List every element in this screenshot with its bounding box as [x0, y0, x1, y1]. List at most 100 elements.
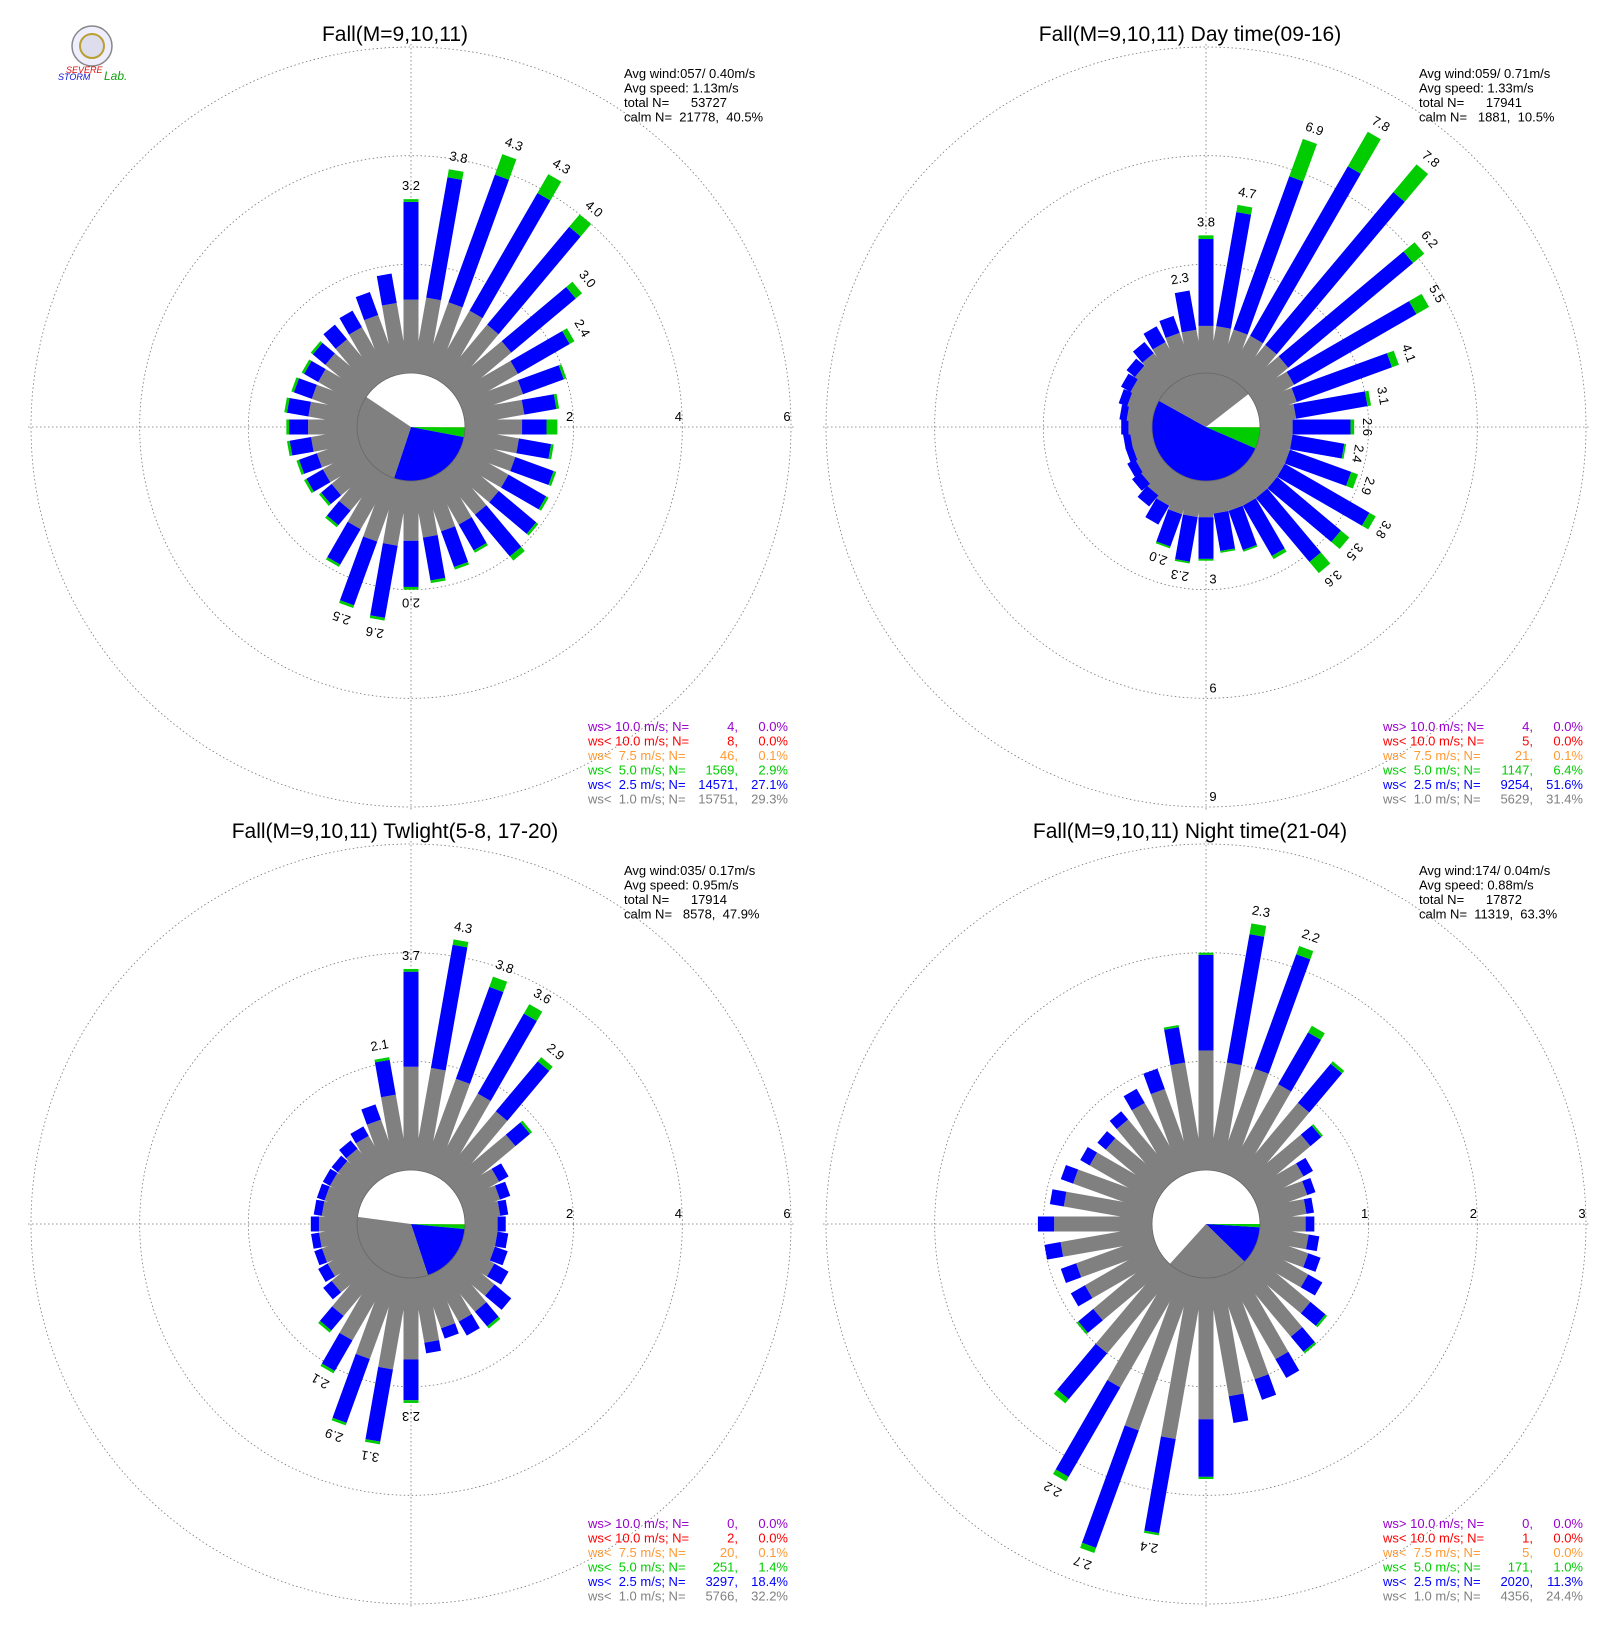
calm-pie-wedge — [357, 1216, 429, 1278]
bar-segment — [403, 540, 419, 587]
bar-label: 3.6 — [1321, 567, 1344, 590]
calm-pie-wedge — [411, 1224, 465, 1230]
legend-percent: 0.0% — [1553, 1531, 1583, 1546]
bar-segment — [316, 438, 363, 468]
calm-pie-wedge — [1206, 427, 1260, 449]
bar-segment — [1160, 1275, 1205, 1440]
bar-segment — [1255, 488, 1321, 562]
bar-segment — [1053, 1389, 1069, 1404]
legend-count: 5, — [1522, 1545, 1533, 1560]
legend-percent: 0.0% — [1553, 1516, 1583, 1531]
bar-segment — [1403, 242, 1425, 263]
calm-outline — [356, 372, 466, 482]
bar-segment — [1120, 373, 1138, 393]
bar-segment — [1228, 1393, 1249, 1423]
bar-segment — [1242, 455, 1278, 489]
bar-segment — [321, 1235, 363, 1263]
bar-segment — [454, 360, 518, 407]
bar-segment — [1124, 1272, 1195, 1431]
calm-pie-wedge — [411, 427, 465, 438]
bar-segment — [1278, 1032, 1321, 1092]
bar-segment — [1220, 548, 1236, 553]
bar-segment — [430, 577, 446, 584]
bar-segment — [459, 380, 524, 416]
bar-segment — [347, 470, 391, 530]
bar-segment — [314, 1248, 328, 1266]
bar-segment — [1234, 344, 1277, 391]
bar-segment — [350, 1126, 369, 1144]
calm-pie-wedge — [1206, 1224, 1260, 1228]
bar-segment — [1286, 301, 1417, 385]
bar-segment — [332, 1260, 383, 1316]
bar-segment — [1143, 326, 1166, 350]
bar-segment — [296, 459, 305, 475]
bar-segment — [329, 1172, 368, 1204]
bar-segment — [326, 501, 351, 526]
bar-segment — [489, 490, 537, 534]
legend-percent: 1.0% — [1553, 1560, 1583, 1575]
bar-segment — [323, 324, 348, 349]
bar-segment — [1155, 541, 1171, 549]
legend-count: 20, — [720, 1545, 738, 1560]
bar-label: 2.1 — [309, 1370, 332, 1392]
bar-segment — [1289, 434, 1345, 459]
chart-title: Fall(M=9,10,11) Twlight(5-8, 17-20) — [232, 820, 559, 843]
bar-segment — [447, 341, 512, 399]
calm-pie-wedge — [1158, 373, 1249, 427]
bar-segment — [1081, 1425, 1139, 1548]
stat-line: Avg speed: 1.33m/s — [1419, 81, 1534, 96]
bar-segment — [1228, 505, 1257, 551]
legend-name: ws< 2.5 m/s; N= — [587, 777, 686, 792]
bar-segment — [510, 331, 570, 374]
bar-segment — [1226, 1267, 1289, 1360]
bar-segment — [1257, 1225, 1309, 1250]
bar-segment — [304, 478, 314, 494]
bar-segment — [454, 561, 470, 570]
bar-segment — [520, 1120, 533, 1134]
bar-label: 2.4 — [1349, 444, 1367, 464]
bar-segment — [339, 1267, 391, 1341]
bar-segment — [431, 310, 483, 384]
bar-segment — [1198, 952, 1214, 955]
grid-ring — [30, 843, 792, 1605]
bar-segment — [403, 481, 419, 541]
bar-segment — [325, 353, 375, 399]
bar-segment — [311, 428, 360, 452]
bar-segment — [1060, 1165, 1079, 1184]
bar-segment — [1242, 1134, 1311, 1196]
grid-ring — [1042, 263, 1370, 591]
bar-segment — [497, 1199, 509, 1216]
bar-label: 2.4 — [1139, 1538, 1159, 1556]
legend-percent: 0.1% — [1553, 748, 1583, 763]
bar-segment — [403, 1400, 419, 1403]
bar-segment — [1300, 1274, 1323, 1296]
bar-segment — [447, 1134, 516, 1196]
bar-segment — [1109, 1111, 1129, 1130]
stat-line: calm N= 8578, 47.9% — [624, 907, 760, 922]
legend-count: 4, — [1522, 719, 1533, 734]
bar-segment — [1341, 443, 1347, 459]
bar-segment — [346, 1148, 383, 1188]
bar-segment — [474, 505, 522, 557]
legend-name: ws< 1.0 m/s; N= — [587, 792, 686, 807]
bar-segment — [1145, 498, 1170, 525]
bar-segment — [537, 174, 562, 201]
bar-segment — [486, 1263, 509, 1285]
bar-segment — [1198, 517, 1214, 559]
legend-count: 1147, — [1501, 763, 1533, 778]
bar-segment — [1296, 946, 1314, 960]
bar-label: 4.3 — [453, 918, 473, 936]
bar-segment — [332, 1353, 370, 1423]
bar-segment — [458, 517, 487, 551]
bar-label: 2.0 — [1147, 548, 1169, 568]
bar-segment — [1170, 1062, 1205, 1173]
bar-label: 2.3 — [1251, 902, 1271, 920]
bar-segment — [1097, 1131, 1116, 1150]
bar-label: 4.1 — [1399, 342, 1419, 364]
bar-segment — [1142, 353, 1178, 391]
bar-segment — [1234, 1102, 1310, 1188]
bar-segment — [422, 1272, 456, 1329]
legend-percent: 0.0% — [758, 734, 788, 749]
bar-segment — [322, 447, 368, 483]
